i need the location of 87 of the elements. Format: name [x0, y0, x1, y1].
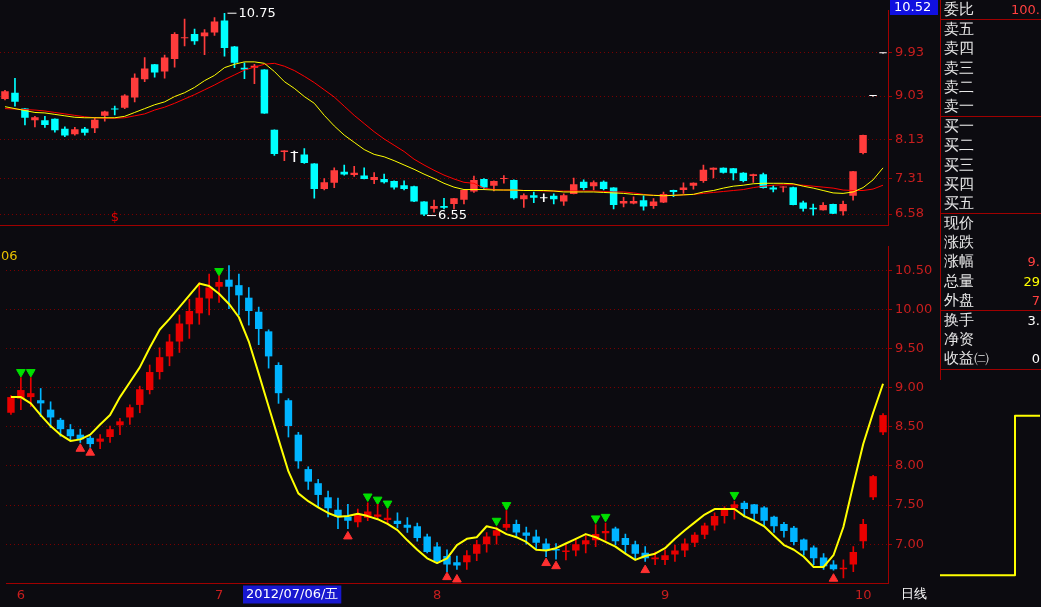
candlestick: [500, 175, 508, 184]
point: [452, 573, 462, 583]
candlestick: [344, 504, 352, 529]
y-tick-label: 10.50: [895, 261, 933, 277]
candlestick: [111, 105, 119, 116]
category-label: 现价: [944, 214, 974, 234]
point: [362, 493, 373, 503]
y-tick-label: 7.31: [895, 170, 924, 186]
point: [491, 517, 502, 527]
candlestick: [36, 388, 45, 417]
y-tick-label: 7.00: [895, 535, 924, 551]
y-tick-label: 8.13: [895, 130, 924, 146]
point: [600, 513, 611, 523]
category-label: 委比: [944, 0, 974, 20]
text: 2012/07/06/五: [246, 585, 339, 601]
point: [343, 530, 353, 540]
text: 7: [1031, 292, 1040, 308]
annotation: $: [110, 209, 120, 225]
text: 0: [1031, 351, 1040, 367]
category-label: 买五: [944, 193, 974, 214]
candlestick: [582, 535, 590, 554]
point: [372, 496, 383, 506]
category-label: 卖二: [944, 77, 974, 97]
category-label: 卖四: [944, 39, 974, 59]
candlestick: [116, 417, 124, 435]
point: [214, 268, 224, 277]
text: 29: [1023, 273, 1040, 289]
point: [590, 515, 601, 524]
candlestick: [225, 265, 233, 309]
y-tick-label: 8.00: [895, 457, 924, 473]
x-tick-label: 6: [16, 586, 26, 602]
point: [25, 369, 36, 378]
x-tick-label: 10: [854, 586, 872, 602]
point: [640, 564, 651, 574]
category-label: 买一: [944, 117, 974, 137]
point: [551, 560, 561, 570]
point: [16, 369, 26, 378]
category-label: 换手: [944, 311, 974, 331]
category-label: 收益㈡: [944, 349, 989, 369]
y-tick-label: 7.50: [895, 496, 924, 512]
point: [541, 557, 551, 567]
category-label: 卖三: [944, 58, 974, 78]
category-label: 买二: [944, 136, 974, 156]
candlestick: [235, 273, 243, 316]
category-label: 卖一: [944, 96, 974, 117]
category-label: 买四: [944, 174, 974, 194]
candlestick: [453, 555, 461, 570]
candlestick: [440, 197, 448, 210]
y-tick-label: 9.03: [895, 87, 924, 103]
y-tick-label: 9.00: [895, 379, 924, 395]
candlestick: [27, 377, 35, 407]
y-tick-label: 6.58: [895, 205, 924, 221]
text: 9.: [1027, 254, 1040, 270]
text: 日线: [901, 585, 927, 601]
point: [729, 491, 740, 501]
point: [442, 571, 452, 581]
annotation: 06: [1, 247, 18, 263]
category-label: 涨跌: [944, 233, 974, 253]
category-label: 涨幅: [944, 252, 974, 272]
annotation: 10.75: [238, 4, 276, 20]
y-tick-label: 10.00: [895, 300, 933, 316]
point: [382, 500, 393, 510]
y-tick-label: 9.93: [895, 44, 924, 60]
candlestick: [779, 186, 787, 193]
text: 3.: [1027, 313, 1040, 328]
point: [501, 502, 512, 511]
point: [828, 573, 839, 582]
candlestick: [749, 173, 758, 183]
candlestick: [430, 199, 438, 213]
category-label: 总量: [944, 271, 974, 291]
point: [85, 447, 96, 456]
y-tick-label: 8.50: [895, 418, 924, 434]
category-label: 卖五: [944, 20, 974, 40]
x-tick-label: 7: [214, 586, 224, 602]
candlestick: [370, 172, 378, 185]
x-tick-label: 8: [432, 586, 442, 602]
candlestick: [540, 193, 548, 202]
annotation: 6.55: [438, 206, 467, 222]
y-tick-label: 9.50: [895, 339, 924, 355]
point: [75, 443, 86, 452]
category-label: 外盘: [944, 290, 974, 310]
candlestick: [96, 434, 104, 450]
category-label: 买三: [944, 155, 974, 175]
text: 10.52: [894, 0, 932, 14]
category-label: 净资: [944, 330, 974, 350]
x-tick-label: 9: [660, 586, 670, 602]
text: 100.: [1011, 2, 1040, 17]
